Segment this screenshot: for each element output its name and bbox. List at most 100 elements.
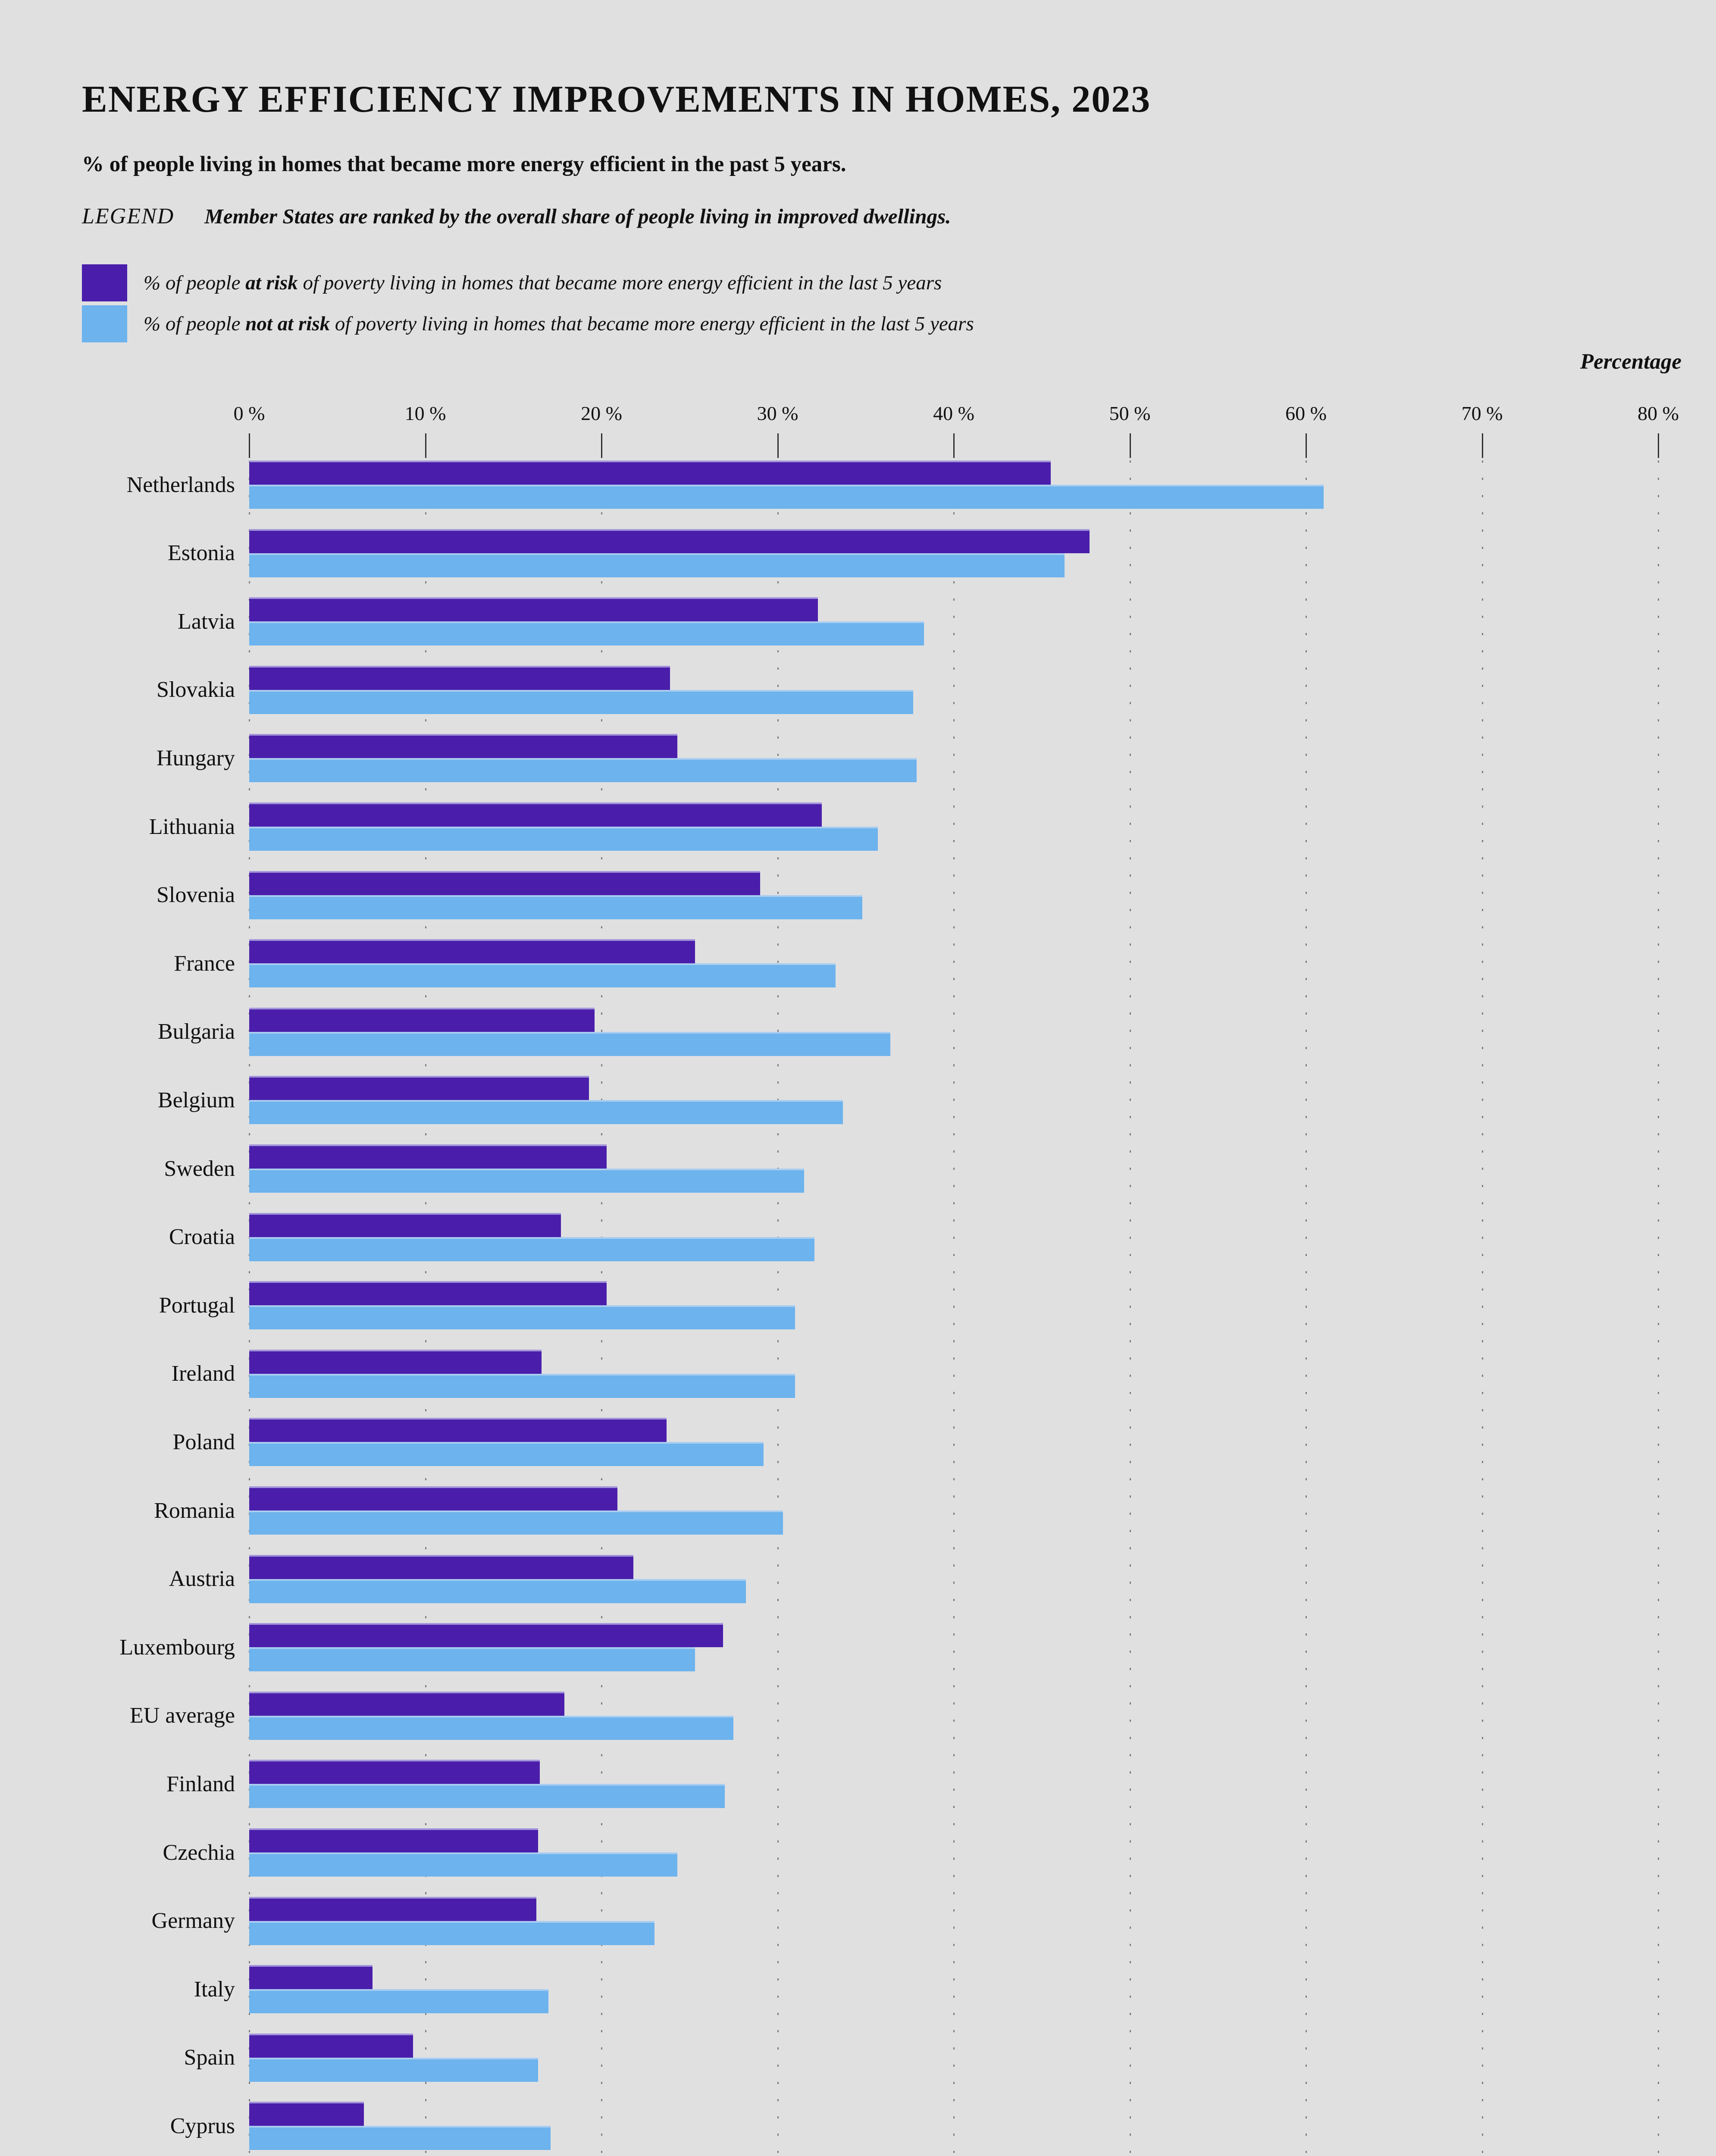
top-axis-tick-label: 10 % <box>404 402 446 424</box>
top-axis-tick-label: 80 % <box>1638 402 1679 424</box>
country-label: Finland <box>166 1771 235 1796</box>
bar-not-at-risk <box>249 1442 764 1467</box>
country-label: Estonia <box>168 541 235 566</box>
top-axis-tick <box>1129 433 1131 458</box>
bar-at-risk <box>249 1623 723 1648</box>
bar-not-at-risk <box>249 2126 551 2150</box>
bar-at-risk <box>249 461 1051 485</box>
at-risk-swatch <box>82 264 127 301</box>
top-axis-tick-label: 40 % <box>933 402 974 424</box>
top-axis-tick <box>953 433 955 458</box>
country-label: Italy <box>194 1977 235 2002</box>
gridline <box>1658 461 1659 2156</box>
legend-note: Member States are ranked by the overall … <box>204 204 951 228</box>
bar-not-at-risk <box>249 1373 795 1398</box>
bar-at-risk <box>249 529 1090 553</box>
country-label: Spain <box>184 2045 235 2070</box>
top-axis-tick <box>601 433 602 458</box>
bar-at-risk <box>249 597 818 622</box>
bar-not-at-risk <box>249 1031 890 1056</box>
legend-item-text: % of people at risk of poverty living in… <box>144 271 942 294</box>
bar-not-at-risk <box>249 963 836 988</box>
bar-not-at-risk <box>249 1921 654 1945</box>
top-axis-tick <box>249 433 250 458</box>
gridline <box>1306 461 1307 2156</box>
country-label: Belgium <box>157 1087 235 1112</box>
country-label: Bulgaria <box>157 1019 235 1044</box>
bar-not-at-risk <box>249 895 862 919</box>
bar-at-risk <box>249 665 670 690</box>
bar-at-risk <box>249 1965 373 1990</box>
bar-at-risk <box>249 1828 538 1852</box>
top-axis-tick-label: 30 % <box>757 402 799 424</box>
bar-not-at-risk <box>249 1169 804 1193</box>
bar-not-at-risk <box>249 485 1324 509</box>
country-label: Slovakia <box>157 677 235 702</box>
country-label: Poland <box>172 1429 235 1454</box>
bar-not-at-risk <box>249 2057 538 2082</box>
country-label: EU average <box>130 1703 235 1728</box>
country-label: Ireland <box>171 1361 235 1386</box>
country-label: France <box>174 951 235 976</box>
country-label: Portugal <box>159 1293 235 1318</box>
bar-at-risk <box>249 734 677 758</box>
bar-at-risk <box>249 1213 561 1237</box>
not-at-risk-swatch <box>82 305 127 342</box>
bar-at-risk <box>249 1691 565 1716</box>
top-axis-tick <box>1658 433 1659 458</box>
bar-at-risk <box>249 1076 589 1100</box>
chart-title: ENERGY EFFICIENCY IMPROVEMENTS IN HOMES,… <box>82 78 1151 120</box>
top-axis-tick-label: 60 % <box>1285 402 1327 424</box>
top-axis-tick-label: 70 % <box>1461 402 1503 424</box>
axis-unit-label: Percentage <box>1580 350 1682 374</box>
legend-item-text: % of people not at risk of poverty livin… <box>144 312 974 335</box>
bar-not-at-risk <box>249 1579 746 1603</box>
top-axis-tick-label: 0 % <box>233 402 265 424</box>
bar-not-at-risk <box>249 1510 783 1535</box>
country-label: Austria <box>169 1567 235 1592</box>
legend-header: LEGEND Member States are ranked by the ov… <box>82 204 951 229</box>
top-axis-tick <box>1306 433 1307 458</box>
country-label: Romania <box>154 1498 235 1523</box>
bar-at-risk <box>249 2033 413 2058</box>
bar-at-risk <box>249 1281 607 1306</box>
top-axis-tick <box>1481 433 1483 458</box>
bar-at-risk <box>249 871 760 895</box>
country-label: Germany <box>151 1908 235 1934</box>
bar-not-at-risk <box>249 1852 677 1877</box>
country-label: Luxembourg <box>119 1635 235 1660</box>
country-label: Czechia <box>163 1840 235 1865</box>
gridline <box>953 461 955 2156</box>
bar-not-at-risk <box>249 827 878 851</box>
bar-not-at-risk <box>249 758 917 783</box>
bar-not-at-risk <box>249 1989 549 2014</box>
bar-at-risk <box>249 1554 633 1579</box>
bar-not-at-risk <box>249 689 914 714</box>
bar-at-risk <box>249 1144 607 1169</box>
country-label: Lithuania <box>149 814 235 839</box>
bar-not-at-risk <box>249 1237 815 1261</box>
top-axis-tick-label: 50 % <box>1109 402 1151 424</box>
bar-at-risk <box>249 1486 617 1510</box>
bar-not-at-risk <box>249 1647 695 1672</box>
bar-at-risk <box>249 1760 540 1784</box>
legend-item-not-at-risk: % of people not at risk of poverty livin… <box>82 303 974 344</box>
gridline <box>1481 461 1483 2156</box>
bar-at-risk <box>249 1418 667 1442</box>
bar-at-risk <box>249 802 822 827</box>
country-label: Hungary <box>157 746 235 771</box>
bar-at-risk <box>249 1349 542 1374</box>
bar-at-risk <box>249 1896 536 1921</box>
bar-at-risk <box>249 2102 364 2126</box>
bar-at-risk <box>249 939 695 964</box>
country-label: Croatia <box>169 1225 235 1250</box>
country-label: Sweden <box>164 1156 235 1181</box>
bar-at-risk <box>249 1007 595 1032</box>
top-axis-tick <box>777 433 779 458</box>
legend-label: LEGEND <box>82 204 175 229</box>
country-label: Cyprus <box>170 2113 235 2138</box>
legend-item-at-risk: % of people at risk of poverty living in… <box>82 262 942 303</box>
bar-not-at-risk <box>249 621 924 646</box>
top-axis-tick <box>425 433 426 458</box>
chart-subtitle: % of people living in homes that became … <box>82 152 846 176</box>
